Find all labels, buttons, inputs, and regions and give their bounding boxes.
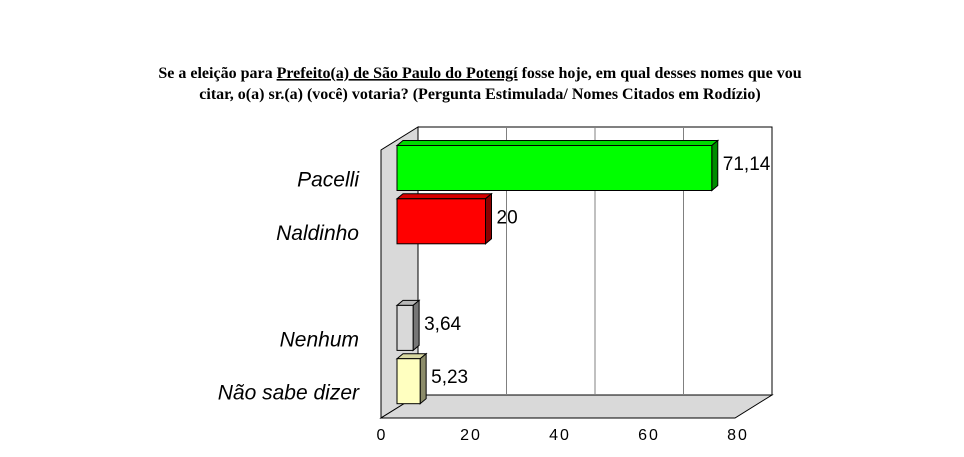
category-label: Nenhum (280, 328, 359, 351)
bar-side (412, 299, 420, 352)
bar (396, 304, 414, 351)
data-label: 20 (497, 207, 518, 228)
plot: 71,14 20 3,64 5,23 (395, 139, 771, 405)
bar-side (419, 352, 427, 405)
bar-top (395, 140, 720, 146)
bar (396, 198, 486, 245)
chart-title: Se a eleição para Prefeito(a) de São Pau… (158, 65, 801, 82)
category-label: Naldinho (276, 222, 359, 245)
bar-side (485, 192, 492, 245)
x-tick-label: 20 (460, 427, 482, 444)
bar (396, 358, 421, 405)
x-tick-label: 40 (549, 427, 571, 444)
chart-title: citar, o(a) sr.(a) (você) votaria? (Perg… (199, 86, 760, 103)
data-label: 3,64 (424, 314, 461, 335)
category-label: Pacelli (297, 169, 360, 192)
bar-top (395, 193, 493, 200)
bar-side (711, 139, 719, 192)
title-part: fosse hoje, em qual desses nomes que vou (518, 65, 802, 82)
x-tick-label: 60 (638, 427, 660, 444)
bar (396, 145, 713, 191)
floor (379, 394, 774, 419)
x-tick-label: 80 (727, 427, 749, 444)
title-part: Prefeito(a) de São Paulo do Potengí (277, 65, 519, 82)
data-label: 5,23 (431, 367, 468, 388)
data-label: 71,14 (723, 154, 771, 175)
title-part: Se a eleição para (158, 65, 276, 82)
category-label: Não sabe dizer (218, 382, 360, 405)
x-tick-label: 0 (377, 427, 388, 444)
